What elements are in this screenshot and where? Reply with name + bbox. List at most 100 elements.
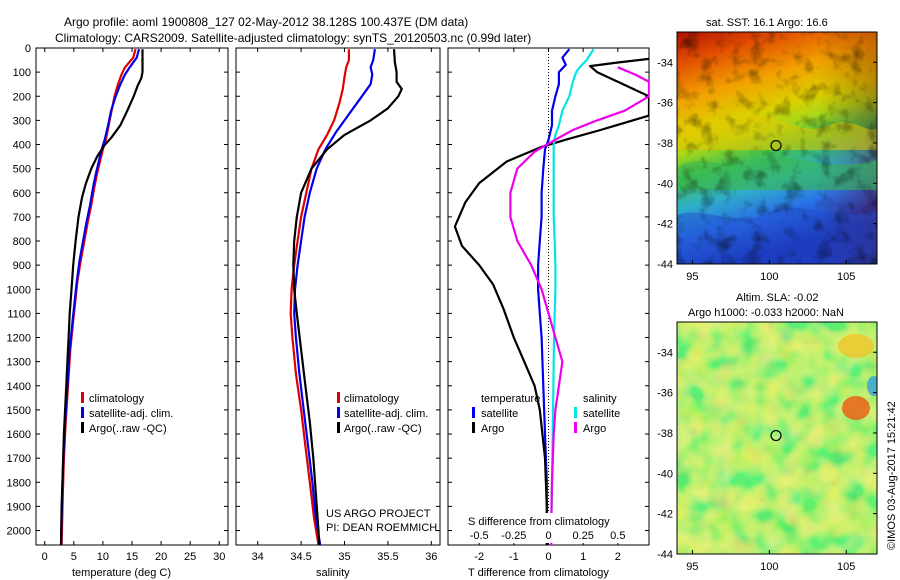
salinity-axes-frame	[235, 47, 441, 546]
sst-map-frame	[676, 31, 878, 265]
salinity-y-ticks	[236, 47, 440, 532]
x-tick-label: 35	[338, 551, 350, 563]
x-tick-label: 35.5	[377, 551, 398, 563]
argo-float-marker	[770, 139, 782, 152]
legend-swatch-argo	[337, 422, 340, 433]
x-tick-label: 1	[580, 551, 586, 563]
legend-header-temperature: temperature	[481, 393, 540, 405]
project-annotation-line2: PI: DEAN ROEMMICH	[326, 522, 437, 534]
series-line-climatology	[60, 48, 137, 545]
y-tick-label: 200	[13, 91, 31, 103]
series-line-salinity-satellite	[550, 48, 595, 545]
legend-label-climatology: climatology	[89, 393, 145, 405]
x-tick-label: 2	[615, 551, 621, 563]
series-line-temperature-satellite	[536, 48, 571, 545]
temperature-legend: climatology satellite-adj. clim. Argo(..…	[81, 392, 173, 435]
salinity-x-axis: 34 34.5 35 35.5 36	[252, 48, 437, 563]
x-tick-label: 0	[545, 551, 551, 563]
y-tick-label: 600	[13, 188, 31, 200]
difference-axes-frame	[447, 47, 650, 546]
legend-label-climatology: climatology	[344, 393, 400, 405]
y-tick-label: 1200	[7, 333, 31, 345]
x-tick-label: 5	[71, 551, 77, 563]
depth-axis: 0 100 200 300 400 500 600 700 800 900 1000 1100 1200…	[7, 43, 228, 538]
sla-map-title-line1: Altim. SLA: -0.02	[736, 292, 819, 304]
sla-heatmap	[677, 322, 877, 554]
y-tick-label: 2000	[7, 526, 31, 538]
sla-map-frame	[676, 321, 878, 555]
map-y-tick-label: -34	[657, 347, 673, 359]
map-x-tick-label: 95	[686, 561, 698, 573]
map-y-tick-label: -38	[657, 138, 673, 150]
sst-map-title: sat. SST: 16.1 Argo: 16.6	[706, 17, 828, 29]
map-x-tick-label: 95	[686, 271, 698, 283]
figure-title-line1: Argo profile: aoml 1900808_127 02-May-20…	[64, 15, 468, 29]
y-tick-label: 0	[25, 43, 31, 55]
sla-map-axes: 95 100 105 -34 -36 -38 -40 -42 -44	[657, 347, 877, 573]
top-x-tick-label: 0.5	[610, 530, 625, 542]
difference-xlabel: T difference from climatology	[468, 567, 609, 579]
series-line-salinity-argo	[509, 66, 649, 545]
map-y-tick-label: -38	[657, 428, 673, 440]
x-tick-label: 10	[97, 551, 109, 563]
legend-swatch-s-satellite	[574, 407, 577, 418]
y-tick-label: 1100	[7, 308, 31, 320]
legend-label-argo: Argo(..raw -QC)	[89, 423, 167, 435]
y-tick-label: 1800	[7, 477, 31, 489]
legend-swatch-t-argo	[472, 422, 475, 433]
map-x-tick-label: 100	[760, 561, 778, 573]
x-tick-label: 34	[252, 551, 264, 563]
top-x-tick-label: 0	[545, 530, 551, 542]
y-tick-label: 1400	[7, 381, 31, 393]
legend-label-argo: Argo(..raw -QC)	[344, 423, 422, 435]
map-y-tick-label: -34	[657, 57, 673, 69]
imos-timestamp: ©IMOS 03-Aug-2017 15:21:42	[886, 401, 898, 550]
legend-label-satellite-adj: satellite-adj. clim.	[89, 408, 173, 420]
y-tick-label: 1300	[7, 357, 31, 369]
salinity-xlabel: salinity	[316, 567, 350, 579]
sla-map-title-line2: Argo h1000: -0.033 h2000: NaN	[688, 307, 844, 319]
temperature-xlabel: temperature (deg C)	[72, 567, 171, 579]
x-tick-label: 25	[184, 551, 196, 563]
map-x-tick-label: 105	[837, 271, 855, 283]
map-y-tick-label: -42	[657, 509, 673, 521]
argo-float-marker	[770, 429, 782, 442]
legend-label-t-argo: Argo	[481, 423, 504, 435]
y-tick-label: 700	[13, 212, 31, 224]
legend-label-satellite-adj: satellite-adj. clim.	[344, 408, 428, 420]
map-y-tick-label: -44	[657, 549, 673, 561]
x-tick-label: 15	[126, 551, 138, 563]
top-x-tick-label: -0.5	[470, 530, 489, 542]
map-y-tick-label: -40	[657, 178, 673, 190]
x-tick-label: -1	[509, 551, 519, 563]
salinity-series	[289, 49, 403, 545]
x-tick-label: 34.5	[290, 551, 311, 563]
temperature-panel: 0100200300400500600700800900100011001200…	[7, 43, 229, 579]
x-tick-label: 36	[425, 551, 437, 563]
map-y-tick-label: -40	[657, 468, 673, 480]
sst-map-panel: sat. SST: 16.1 Argo: 16.6 95 100 105 -34 -36…	[657, 17, 878, 283]
project-annotation-line1: US ARGO PROJECT	[326, 508, 431, 520]
y-tick-label: 800	[13, 236, 31, 248]
legend-swatch-climatology	[81, 392, 84, 403]
difference-xlabel-top: S difference from climatology	[468, 516, 610, 528]
y-tick-label: 1900	[7, 501, 31, 513]
y-tick-label: 400	[13, 140, 31, 152]
top-x-tick-label: -0.25	[501, 530, 526, 542]
series-line-temperature-argo	[453, 57, 649, 545]
salinity-legend: climatology satellite-adj. clim. Argo(..…	[337, 392, 428, 435]
difference-top-axis: -0.5 -0.25 0 0.25 0.5	[470, 530, 626, 542]
y-tick-label: 1000	[7, 284, 31, 296]
temperature-axes-frame	[35, 47, 229, 546]
map-y-tick-label: -44	[657, 259, 673, 271]
y-tick-label: 100	[13, 67, 31, 79]
y-tick-label: 900	[13, 260, 31, 272]
map-x-tick-label: 105	[837, 561, 855, 573]
salinity-panel: 34 34.5 35 35.5 36 salinity climatology sate…	[235, 47, 441, 579]
map-y-tick-label: -36	[657, 98, 673, 110]
x-tick-label: 0	[42, 551, 48, 563]
legend-swatch-t-satellite	[472, 407, 475, 418]
y-tick-label: 1500	[7, 405, 31, 417]
legend-label-t-satellite: satellite	[481, 408, 518, 420]
